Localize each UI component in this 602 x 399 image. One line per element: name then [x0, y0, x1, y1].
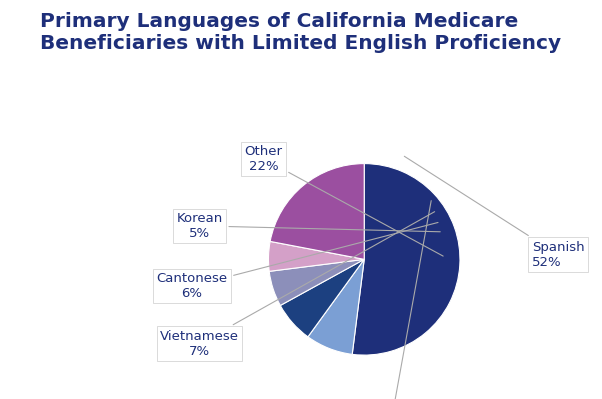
Text: Cantonese
6%: Cantonese 6% — [157, 223, 438, 300]
Wedge shape — [269, 259, 364, 306]
Text: Spanish
52%: Spanish 52% — [405, 156, 585, 269]
Wedge shape — [281, 259, 364, 337]
Wedge shape — [352, 164, 460, 355]
Text: Vietnamese
7%: Vietnamese 7% — [160, 212, 435, 358]
Text: Korean
5%: Korean 5% — [176, 212, 440, 240]
Wedge shape — [268, 241, 364, 271]
Text: Chinese, not
specified, 8%: Chinese, not specified, 8% — [344, 201, 433, 399]
Wedge shape — [270, 164, 364, 259]
Text: Other
22%: Other 22% — [244, 145, 443, 256]
Text: Primary Languages of California Medicare
Beneficiaries with Limited English Prof: Primary Languages of California Medicare… — [40, 12, 562, 53]
Wedge shape — [308, 259, 364, 354]
